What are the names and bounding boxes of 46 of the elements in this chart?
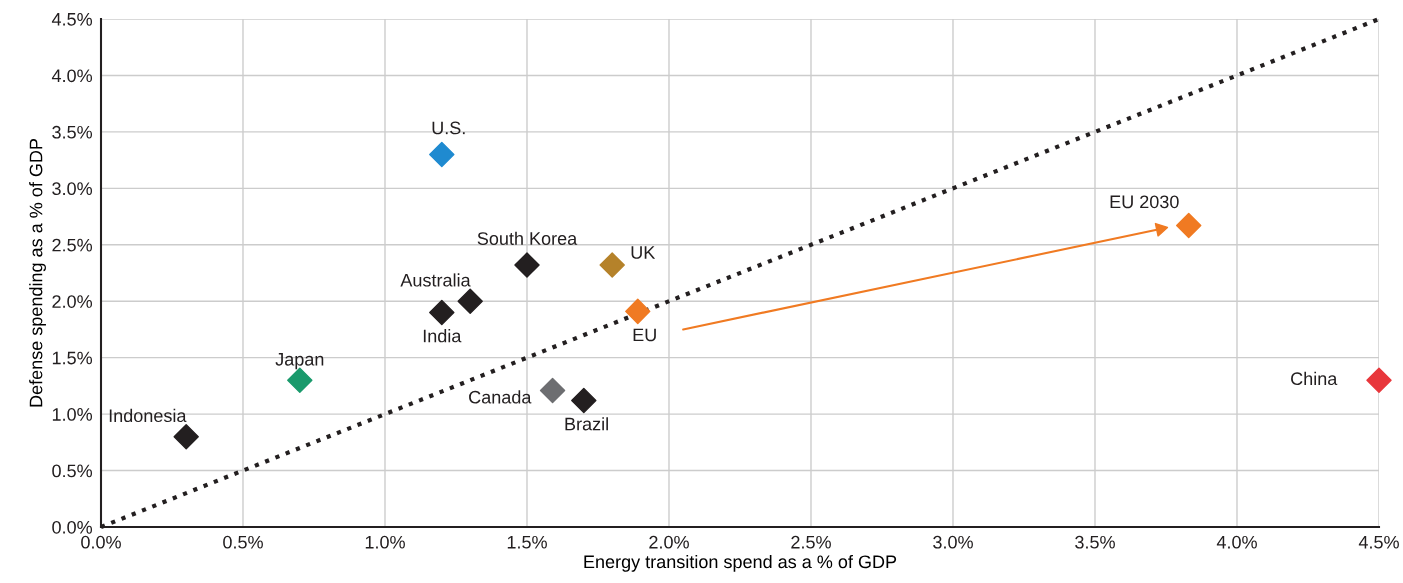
x-tick-label: 1.5% (507, 535, 547, 549)
point (539, 377, 566, 404)
point (429, 299, 455, 326)
series-label: EU (633, 328, 656, 342)
y-tick-label: 4.5% (51, 13, 93, 26)
y-tick-label: 0.5% (52, 464, 93, 478)
series-label: South Korea (477, 231, 578, 245)
x-axis-title: Energy transition spend as a % of GDP (584, 554, 897, 572)
point (571, 387, 597, 414)
x-tick-label: 0.5% (223, 535, 263, 549)
point (1175, 212, 1202, 239)
series-label: U.S. (432, 121, 465, 135)
y-tick-label: 0.0% (52, 520, 93, 534)
x-tick-label: 4.0% (1216, 535, 1257, 549)
series-label: India (423, 329, 462, 343)
series-label: Brazil (565, 417, 608, 431)
series-label: Indonesia (109, 408, 187, 423)
y-tick-label: 4.0% (51, 69, 93, 83)
y-tick-label: 2.5% (52, 238, 93, 252)
x-tick-label: 0.0% (81, 535, 121, 549)
point (1154, 222, 1169, 237)
point (514, 252, 540, 278)
y-tick-label: 3.0% (52, 182, 93, 196)
series-label: Australia (400, 273, 471, 287)
x-tick-label: 2.0% (649, 535, 689, 549)
point (429, 141, 455, 168)
series-label: EU 2030 (1110, 195, 1179, 209)
series-label: China (1291, 371, 1338, 386)
x-tick-label: 1.0% (365, 535, 405, 549)
series-label: UK (631, 246, 656, 259)
y-tick-label: 1.5% (52, 351, 93, 365)
y-tick-label: 3.5% (52, 125, 93, 139)
x-tick-label: 2.5% (791, 535, 831, 549)
series-label: Japan (275, 353, 324, 370)
point (599, 252, 625, 278)
x-tick-label: 3.5% (1075, 535, 1115, 549)
point (625, 298, 651, 325)
point (457, 288, 483, 314)
x-tick-label: 4.5% (1358, 535, 1399, 549)
y-tick-label: 1.0% (52, 408, 93, 421)
series-label: Canada (469, 390, 532, 404)
point (1366, 367, 1392, 393)
y-tick-label: 2.0% (52, 295, 93, 308)
y-axis-title: Defense spending as a % of GDP (29, 138, 46, 407)
x-tick-label: 3.0% (933, 535, 973, 549)
point (173, 423, 199, 450)
